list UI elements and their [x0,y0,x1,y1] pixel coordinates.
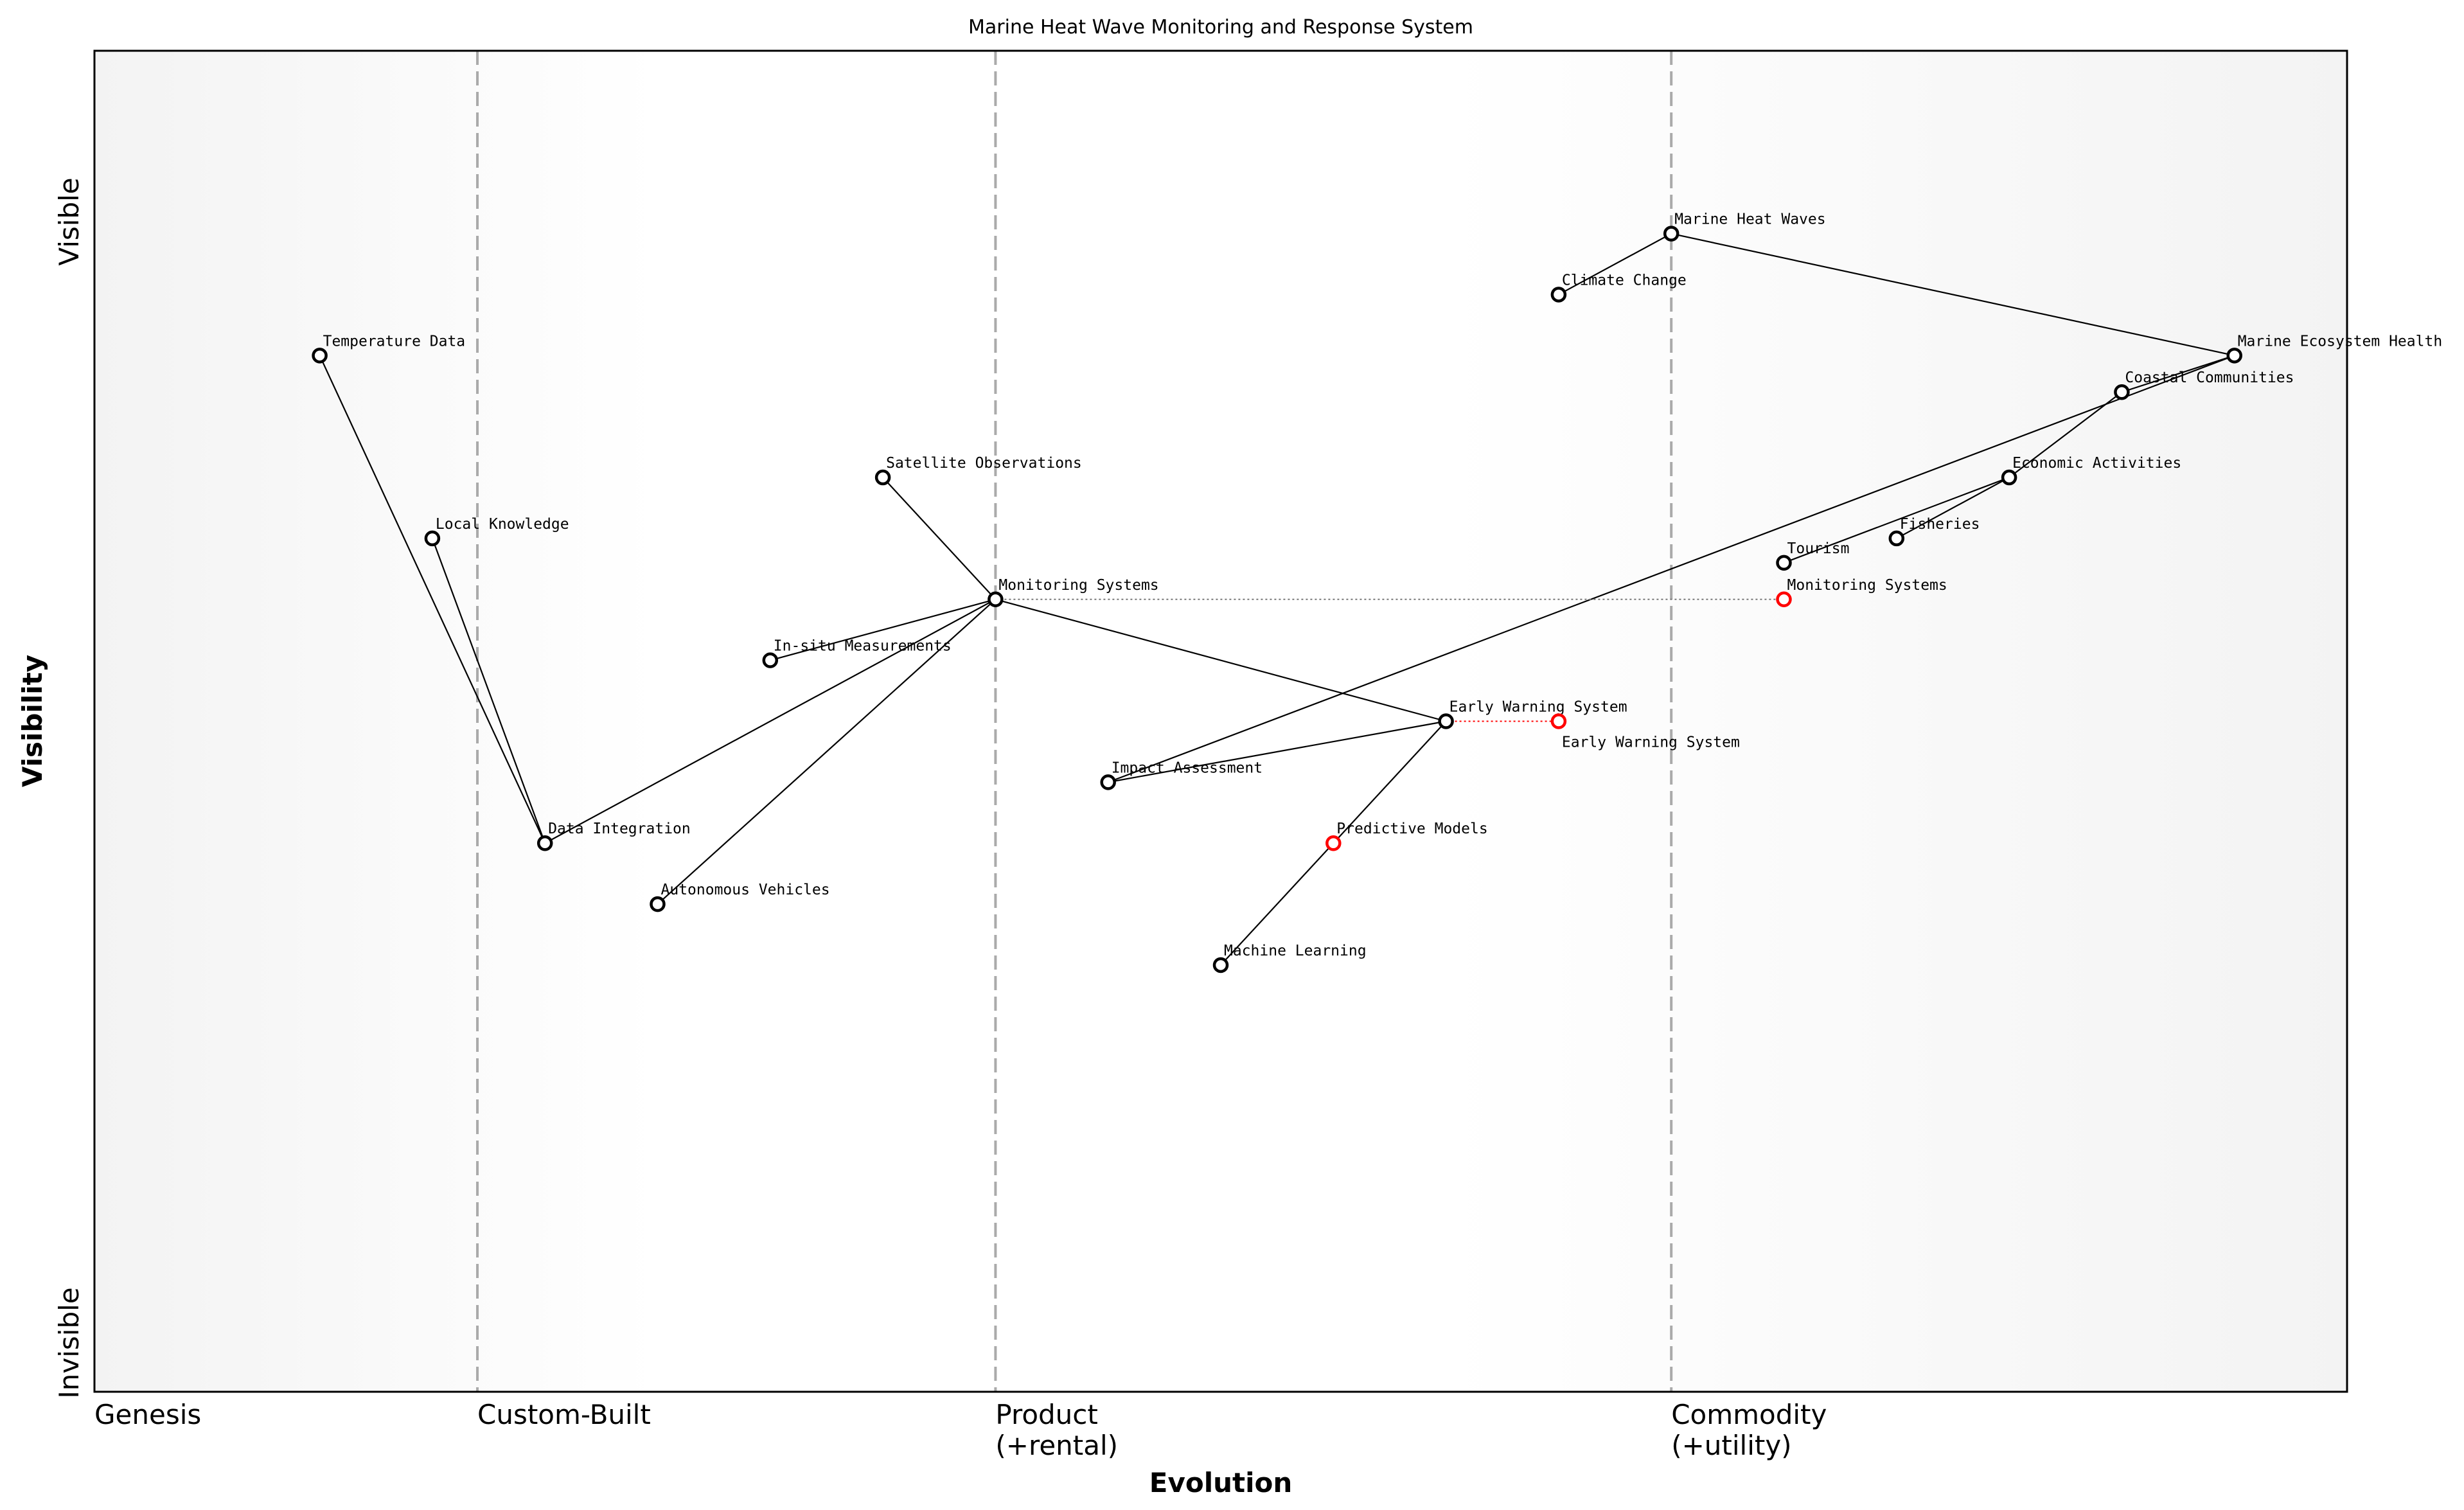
stage-dividers [476,51,1673,1392]
node-label: Coastal Communities [2125,369,2294,386]
node-label: Economic Activities [2012,455,2181,472]
y-label-visible: Visible [53,177,85,265]
node-marker [874,469,891,486]
plot-background [94,51,2347,1392]
dependency-link [544,598,996,844]
node-label: Monitoring Systems [1787,577,1947,594]
component-node: Monitoring Systems [988,577,1159,608]
node-label: Machine Learning [1224,943,1367,959]
x-stage-labels: Genesis Custom-Built Product (+rental) Commo… [94,1399,1827,1461]
component-node: Climate Change [1550,272,1687,303]
node-label: Predictive Models [1336,821,1487,837]
component-node: Early Warning System [1438,699,1627,729]
dependency-link [995,598,1446,722]
dependency-link [1784,477,2010,564]
node-label: Tourism [1787,540,1850,557]
y-axis-title: Visibility [17,655,48,787]
node-label: Impact Assessment [1112,759,1263,776]
node-marker [1550,713,1567,729]
node-label: Marine Ecosystem Health [2238,333,2443,350]
node-marker [424,530,441,547]
links [319,233,2235,966]
node-marker [536,835,553,851]
x-stage-label: Product (+rental) [995,1399,1118,1461]
evolved-component-node: Early Warning System [1550,713,1740,751]
component-node: Data Integration [536,821,691,851]
dependency-link [882,477,997,600]
node-marker [1550,287,1567,303]
evolved-component-node: Monitoring Systems [1776,577,1947,608]
node-label: Data Integration [548,821,691,837]
component-node: Temperature Data [312,333,466,364]
dependency-link [1333,720,1447,844]
dependency-link [1108,355,2235,783]
node-label: Early Warning System [1562,734,1740,751]
node-label: Marine Heat Waves [1674,211,1825,228]
component-node: Local Knowledge [424,516,569,547]
node-label: Autonomous Vehicles [661,882,830,898]
node-marker [1438,713,1454,729]
node-marker [2114,384,2130,400]
node-label: Satellite Observations [886,455,1082,472]
component-node: Economic Activities [2001,455,2181,486]
node-marker [312,348,328,364]
node-marker [1325,835,1342,851]
chart-title: Marine Heat Wave Monitoring and Response… [968,16,1473,39]
node-label: Monitoring Systems [998,577,1158,594]
x-stage-label: Custom-Built [477,1399,651,1430]
component-node: Impact Assessment [1100,759,1263,790]
component-node: Machine Learning [1212,943,1367,973]
node-marker [1776,591,1792,608]
node-label: Early Warning System [1449,699,1627,716]
dependency-link [319,355,546,844]
dependency-link [1558,233,1672,296]
component-node: Fisheries [1888,516,1980,547]
node-marker [1663,226,1680,242]
dependency-link [1671,233,2235,357]
node-label: Temperature Data [323,333,466,350]
dependency-link [431,538,546,844]
node-marker [650,896,666,912]
dependency-link [770,598,996,661]
dependency-link [1896,477,2010,539]
component-node: Coastal Communities [2114,369,2294,400]
component-node: In-situ Measurements [762,638,952,668]
node-marker [1776,555,1792,571]
nodes: Marine Heat Waves Climate Change Temperatu… [312,211,2443,973]
plot-frame [93,49,2348,1393]
component-node: Marine Ecosystem Health [2226,333,2443,364]
node-marker [988,591,1004,608]
node-marker [762,652,779,668]
component-node: Tourism [1776,540,1850,571]
component-node: Satellite Observations [874,455,1082,486]
node-label: Climate Change [1562,272,1687,289]
x-stage-label: Commodity (+utility) [1671,1399,1827,1461]
node-marker [2001,469,2017,486]
node-marker [2226,348,2242,364]
dependency-link [1108,720,1446,783]
node-marker [1888,530,1905,547]
node-marker [1100,774,1116,790]
node-label: Local Knowledge [436,516,569,533]
dependency-link [657,598,997,905]
y-label-invisible: Invisible [53,1287,85,1398]
evolved-component-node: Predictive Models [1325,821,1488,851]
dependency-link [2122,355,2235,393]
x-axis-title: Evolution [1149,1467,1292,1498]
dependency-link [1220,842,1334,966]
component-node: Autonomous Vehicles [650,882,830,912]
node-label: In-situ Measurements [774,638,952,655]
dependency-link [2008,391,2123,478]
node-marker [1212,957,1229,973]
x-stage-label: Genesis [94,1399,201,1430]
node-label: Fisheries [1900,516,1980,533]
component-node: Marine Heat Waves [1663,211,1826,242]
